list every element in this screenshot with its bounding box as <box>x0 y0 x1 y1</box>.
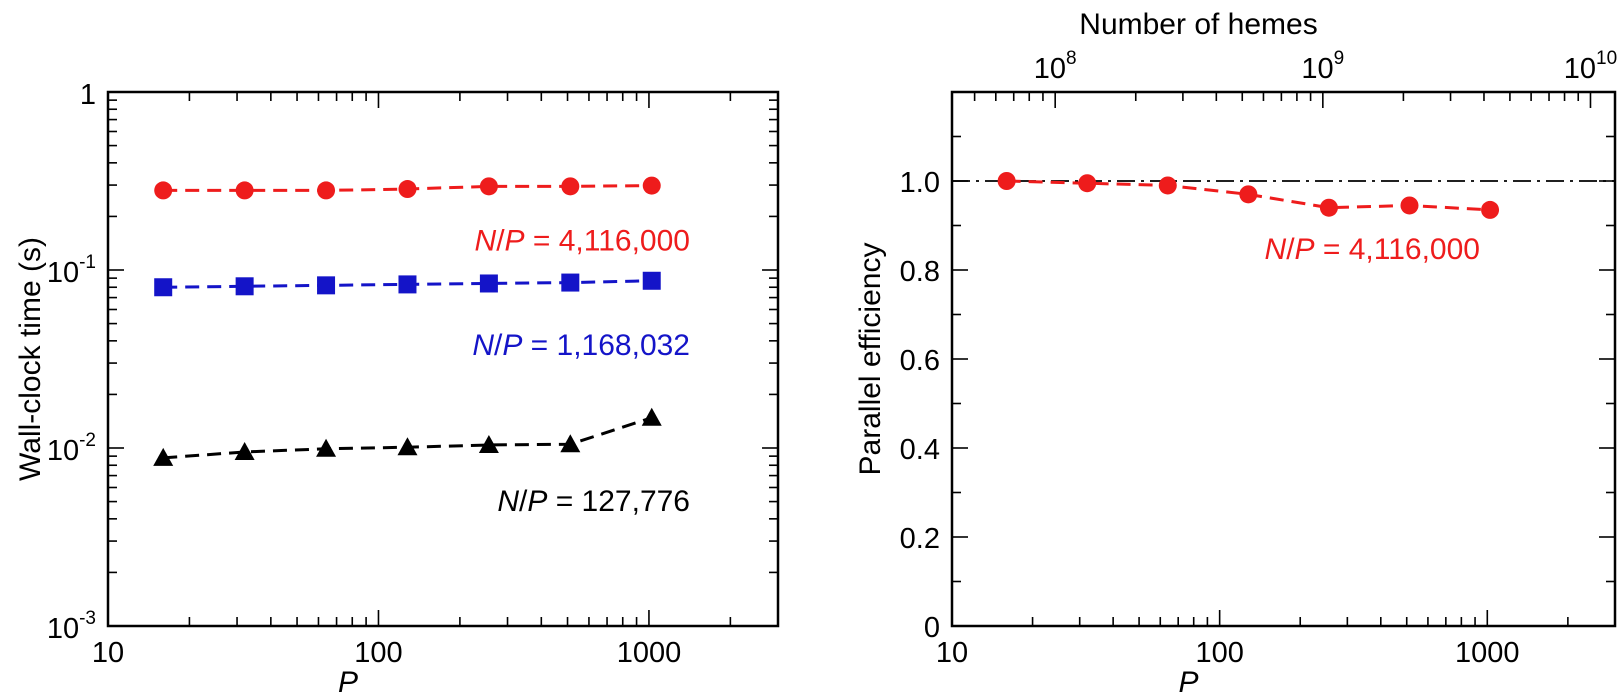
annotation-slash: / <box>1286 233 1295 266</box>
x2-axis-title: Number of hemes <box>1079 8 1317 41</box>
x2-tick-label: 108 <box>1034 48 1077 85</box>
y-tick-base: 1 <box>80 79 96 111</box>
annotation-p: P <box>1295 233 1315 266</box>
x2-tick-label: 1010 <box>1564 48 1617 85</box>
y-axis-title: Wall-clock time (s) <box>14 237 47 481</box>
data-point <box>478 434 499 453</box>
data-point <box>1400 196 1419 215</box>
annotation-value: = 4,116,000 <box>1315 233 1480 266</box>
x-axis-title: P <box>1178 666 1198 699</box>
series-2: N/P = 127,776 <box>153 407 690 518</box>
y-tick-label: 0.6 <box>900 345 940 377</box>
annotation-n: N <box>475 225 497 258</box>
data-point <box>398 180 417 199</box>
data-point <box>316 438 337 457</box>
data-point <box>234 441 255 460</box>
data-point <box>997 172 1016 190</box>
y-tick-label: 10-3 <box>47 608 96 645</box>
y-tick-exponent: -2 <box>79 430 96 451</box>
y-tick-base: 10 <box>47 257 79 289</box>
data-point <box>1481 200 1500 219</box>
x-tick-label: 1000 <box>1455 637 1520 669</box>
y-tick-exponent: -3 <box>79 608 96 629</box>
annotation-slash: / <box>494 329 503 362</box>
y-tick-label: 10-1 <box>47 252 96 289</box>
x2-tick-label: 109 <box>1301 48 1344 85</box>
data-point <box>317 276 336 295</box>
data-point <box>154 278 173 297</box>
series-0: N/P = 4,116,000 <box>154 176 690 258</box>
series-annotation: N/P = 1,168,032 <box>472 329 690 362</box>
data-point <box>1158 176 1177 195</box>
y-tick-label: 0.4 <box>900 434 940 466</box>
data-point <box>153 447 174 466</box>
annotation-value: = 1,168,032 <box>522 329 690 362</box>
data-point <box>642 271 661 290</box>
data-point <box>641 407 662 426</box>
ticks <box>107 91 779 627</box>
data-point <box>560 434 581 453</box>
x-tick-label: 1000 <box>617 637 682 669</box>
annotation-p: P <box>502 329 522 362</box>
series-0: N/P = 4,116,000 <box>997 172 1500 266</box>
annotation-n: N <box>1265 233 1287 266</box>
annotation-n: N <box>472 329 494 362</box>
x-axis-title: P <box>338 666 358 699</box>
data-point <box>1319 198 1338 217</box>
x2-tick-exponent: 9 <box>1334 48 1345 69</box>
data-point <box>479 274 498 293</box>
x2-tick-exponent: 8 <box>1066 48 1077 69</box>
data-point <box>561 177 580 196</box>
data-point <box>398 275 417 294</box>
x2-tick-base: 10 <box>1034 53 1066 85</box>
annotation-n: N <box>497 485 519 518</box>
x2-tick-exponent: 10 <box>1596 48 1617 69</box>
series-1: N/P = 1,168,032 <box>154 271 690 362</box>
annotation-value: = 127,776 <box>547 485 690 518</box>
data-point <box>1239 185 1258 204</box>
data-point <box>397 437 418 456</box>
ticks <box>951 91 1616 627</box>
y-tick-label: 0 <box>924 612 940 644</box>
data-point <box>154 181 173 200</box>
y-tick-label: 10-2 <box>47 430 96 467</box>
plot-frame <box>106 90 780 628</box>
series-annotation: N/P = 127,776 <box>497 485 690 518</box>
y-tick-label: 0.2 <box>900 523 940 555</box>
annotation-slash: / <box>519 485 528 518</box>
series-annotation: N/P = 4,116,000 <box>475 225 690 258</box>
plot-frame <box>950 90 1617 628</box>
annotation-slash: / <box>496 225 505 258</box>
data-point <box>235 181 254 200</box>
y-tick-base: 10 <box>47 435 79 467</box>
x-tick-label: 10 <box>92 637 124 669</box>
x-tick-label: 10 <box>936 637 968 669</box>
data-point <box>235 277 254 296</box>
annotation-p: P <box>527 485 547 518</box>
data-point <box>1078 174 1097 193</box>
y-tick-label: 1.0 <box>900 167 940 199</box>
annotation-value: = 4,116,000 <box>525 225 690 258</box>
data-point <box>317 181 336 200</box>
x-tick-label: 100 <box>354 637 402 669</box>
y-tick-exponent: -1 <box>79 252 96 273</box>
y-tick-label: 0.8 <box>900 256 940 288</box>
data-point <box>561 273 580 292</box>
data-point <box>642 176 661 195</box>
y-axis-title: Parallel efficiency <box>854 243 887 476</box>
y-tick-base: 10 <box>47 613 79 645</box>
series-annotation: N/P = 4,116,000 <box>1265 233 1480 266</box>
data-point <box>479 177 498 196</box>
y-tick-label: 1 <box>80 79 96 111</box>
annotation-p: P <box>505 225 525 258</box>
x2-tick-base: 10 <box>1564 53 1596 85</box>
x-tick-label: 100 <box>1195 637 1243 669</box>
x2-tick-base: 10 <box>1301 53 1333 85</box>
